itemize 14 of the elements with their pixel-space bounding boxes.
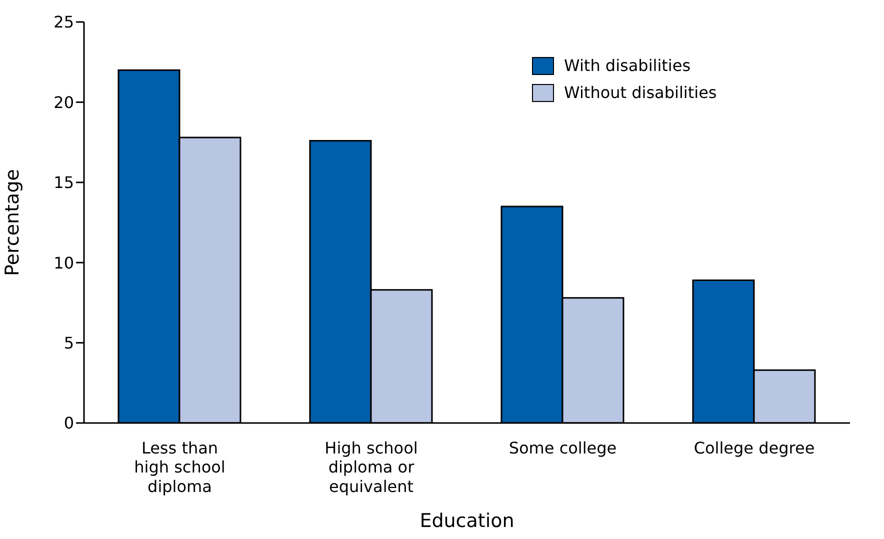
y-tick-label: 5 [64,333,74,352]
x-tick-label: High school diploma or equivalent [324,438,418,496]
y-tick-label: 15 [54,173,74,192]
legend-label: With disabilities [564,56,691,75]
legend-label: Without disabilities [564,83,717,102]
x-tick-label: Less than high school diploma [134,438,226,496]
x-axis-title: Education [420,510,514,532]
y-axis-title: Percentage [2,169,24,276]
x-tick-label: College degree [694,438,815,458]
y-tick-label: 25 [54,12,74,32]
y-tick-label: 20 [54,92,74,112]
y-tick-label: 0 [64,414,74,433]
x-tick-label: Some college [508,438,617,458]
y-tick-label: 10 [54,253,74,272]
